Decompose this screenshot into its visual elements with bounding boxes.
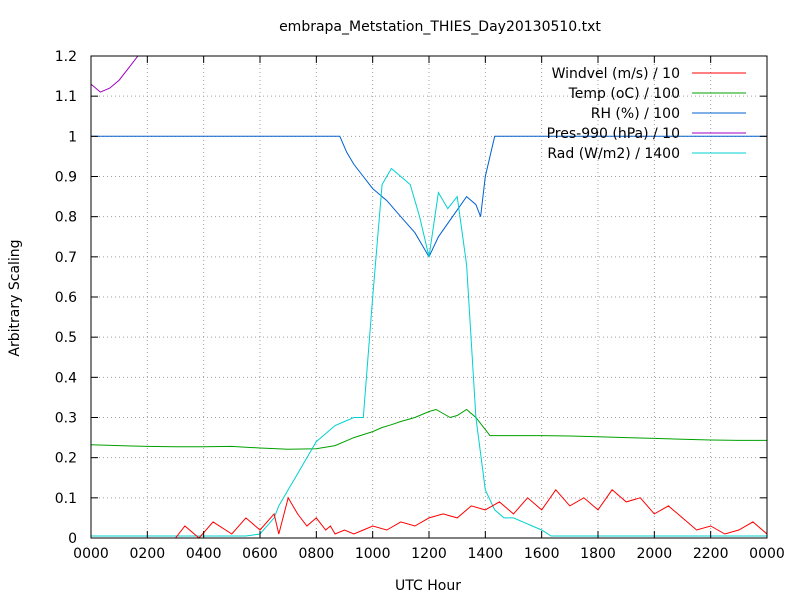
x-tick-label: 0000 — [749, 546, 785, 562]
y-axis-label: Arbitrary Scaling — [7, 239, 23, 356]
legend: Windvel (m/s) / 10 Temp (oC) / 100 RH (%) … — [547, 66, 746, 162]
y-tick-label: 0.5 — [55, 330, 77, 346]
x-tick-label: 2200 — [693, 546, 729, 562]
x-tick-label: 0800 — [299, 546, 335, 562]
chart-title: embrapa_Metstation_THIES_Day20130510.txt — [279, 19, 601, 35]
y-tick-label: 0.4 — [55, 370, 77, 386]
y-tick-label: 1 — [68, 129, 77, 145]
y-tick-label: 0.3 — [55, 411, 77, 427]
x-tick-label: 0000 — [73, 546, 109, 562]
y-tick-label: 0.2 — [55, 451, 77, 467]
y-tick-label: 1.2 — [55, 49, 77, 65]
legend-label: Rad (W/m2) / 1400 — [547, 146, 680, 162]
legend-label: Pres-990 (hPa) / 10 — [547, 126, 680, 142]
legend-label: RH (%) / 100 — [591, 106, 680, 122]
series-line-1 — [90, 408, 767, 450]
x-axis-label: UTC Hour — [395, 578, 461, 594]
legend-label: Windvel (m/s) / 10 — [552, 66, 680, 82]
y-tick-label: 0.8 — [55, 210, 77, 226]
x-tick-label: 1200 — [411, 546, 447, 562]
x-tick-label: 1600 — [524, 546, 560, 562]
x-tick-label: 2000 — [637, 546, 673, 562]
x-tick-label: 1000 — [355, 546, 391, 562]
y-tick-label: 1.1 — [55, 89, 77, 105]
axis-ticks: 0000 0200 0400 0600 0800 1000 1200 1400 1600 1800… — [55, 49, 785, 562]
x-tick-label: 1800 — [580, 546, 616, 562]
series-line-2 — [91, 135, 767, 258]
y-tick-label: 0.1 — [55, 491, 77, 507]
y-tick-label: 0 — [68, 531, 77, 547]
x-tick-label: 1400 — [468, 546, 504, 562]
x-tick-label: 0200 — [130, 546, 166, 562]
legend-label: Temp (oC) / 100 — [568, 86, 680, 102]
series-line-4 — [91, 167, 767, 537]
series-line-0 — [91, 488, 768, 539]
y-tick-label: 0.6 — [55, 290, 77, 306]
y-tick-label: 0.7 — [55, 250, 77, 266]
x-tick-label: 0600 — [242, 546, 278, 562]
y-tick-label: 0.9 — [55, 170, 77, 186]
x-tick-label: 0400 — [186, 546, 222, 562]
